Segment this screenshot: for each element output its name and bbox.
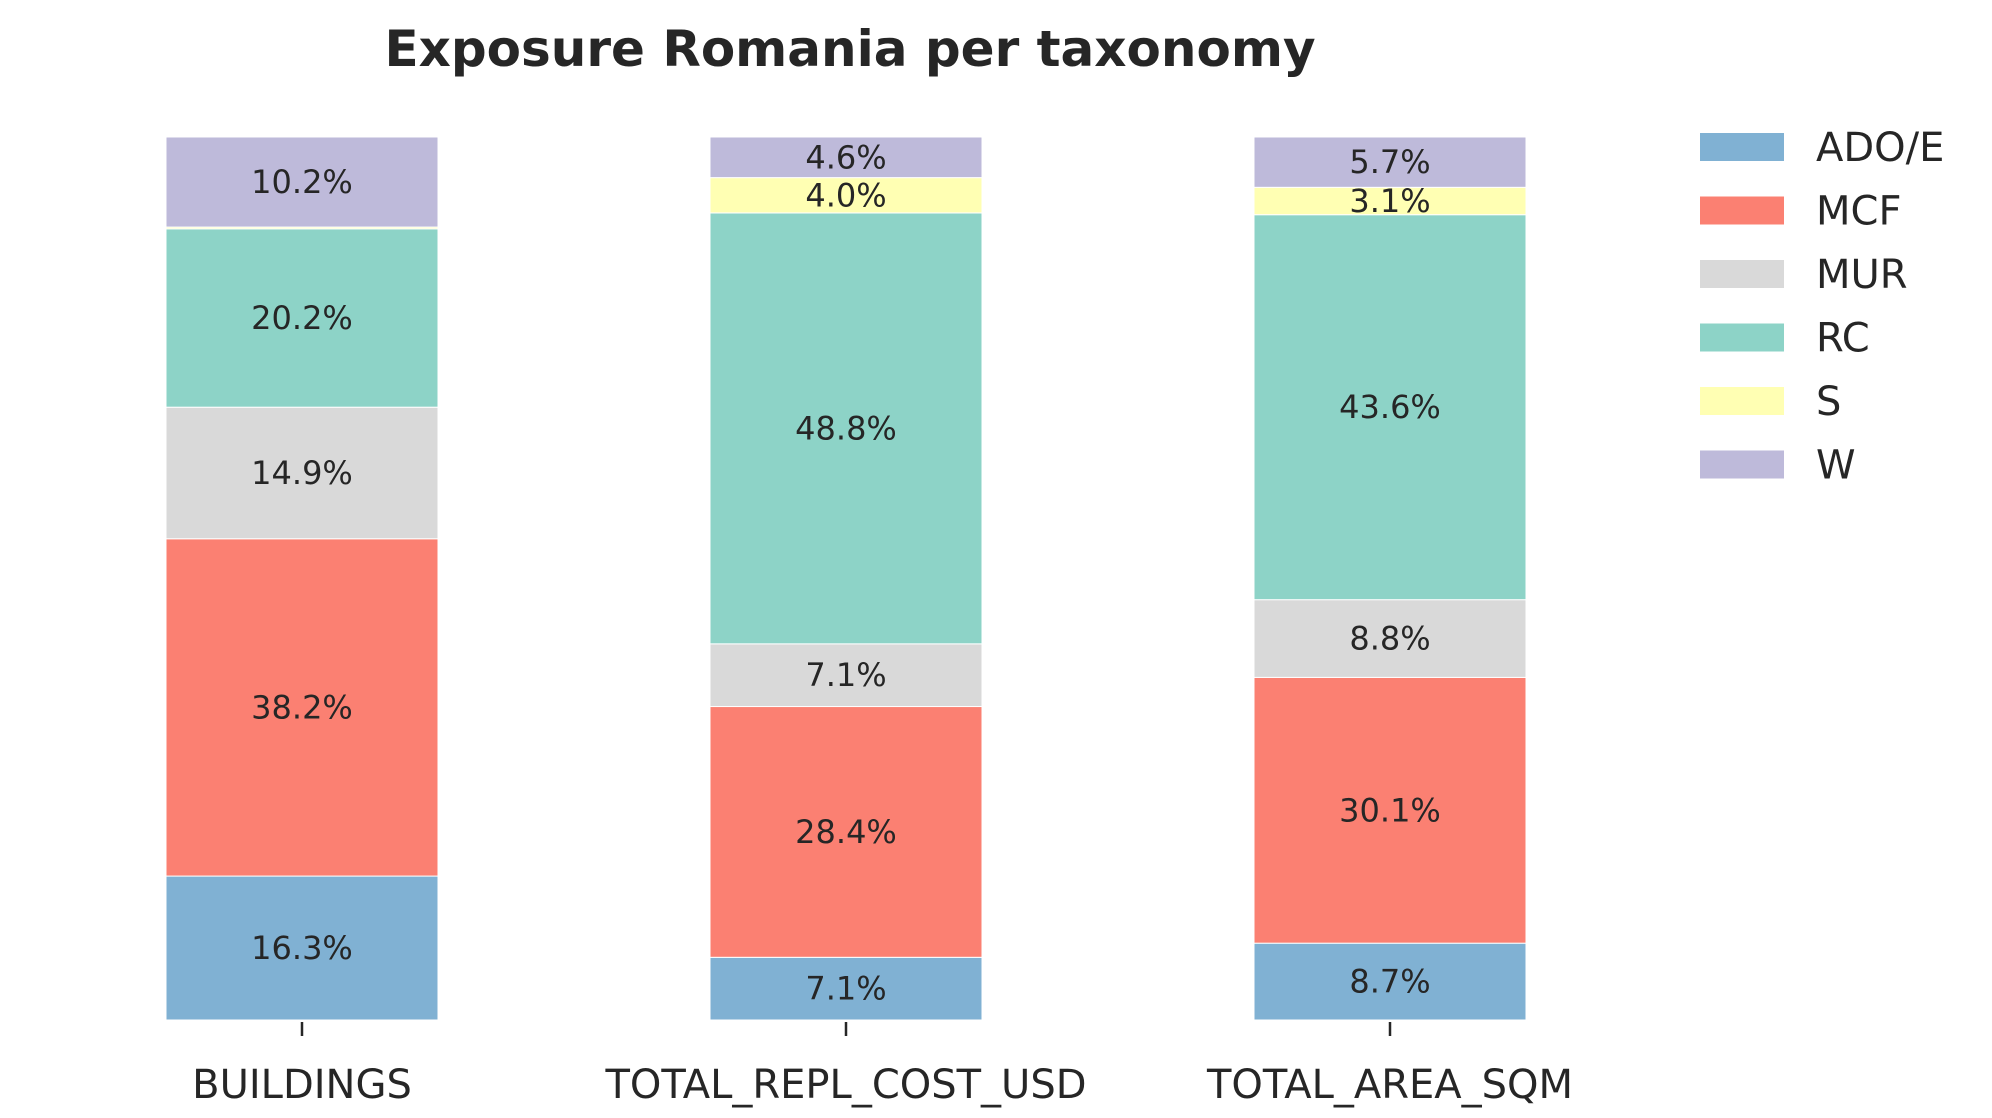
data-label-s-total-area-sqm: 3.1% xyxy=(1349,182,1430,220)
data-label-w-buildings: 10.2% xyxy=(251,163,353,201)
legend-swatch-mur xyxy=(1700,260,1784,288)
legend-label-w: W xyxy=(1816,443,1856,489)
bar-segment-rc-buildings xyxy=(165,228,439,408)
legend-label-s: S xyxy=(1816,379,1841,425)
x-tick-label-total-repl-cost-usd: TOTAL_REPL_COST_USD xyxy=(604,1062,1086,1108)
bar-segment-s-total-repl-cost-usd xyxy=(709,177,983,214)
bar-segment-mcf-buildings xyxy=(165,538,439,877)
data-label-w-total-repl-cost-usd: 4.6% xyxy=(805,138,886,176)
bars-group: 16.3% 38.2% 14.9% 20.2% 10.2% 7.1% 28.4% 7.1% 48… xyxy=(165,136,1527,1021)
bar-segment-s-total-area-sqm xyxy=(1253,186,1527,216)
bar-segment-mur-total-repl-cost-usd xyxy=(709,643,983,708)
data-label-w-total-area-sqm: 5.7% xyxy=(1349,143,1430,181)
bar-segment-mur-total-area-sqm xyxy=(1253,599,1527,678)
data-label-mcf-total-repl-cost-usd: 28.4% xyxy=(795,813,897,851)
legend-swatch-w xyxy=(1700,450,1784,479)
data-label-mur-total-repl-cost-usd: 7.1% xyxy=(805,656,886,694)
legend-swatch-s xyxy=(1700,387,1784,415)
bar-segment-rc-total-area-sqm xyxy=(1253,214,1527,601)
legend: ADO/E MCF MUR RC SW xyxy=(1700,125,1944,489)
bar-segment-ado-e-total-area-sqm xyxy=(1253,942,1527,1021)
data-label-ado-e-total-repl-cost-usd: 7.1% xyxy=(805,970,886,1008)
x-tick-label-buildings: BUILDINGS xyxy=(192,1062,412,1108)
legend-label-rc: RC xyxy=(1816,316,1870,362)
data-label-rc-total-area-sqm: 43.6% xyxy=(1339,388,1441,426)
data-label-s-total-repl-cost-usd: 4.0% xyxy=(805,176,886,214)
data-label-mcf-buildings: 38.2% xyxy=(251,688,353,726)
bar-segment-mcf-total-repl-cost-usd xyxy=(709,706,983,958)
x-tick-label-total-area-sqm: TOTAL_AREA_SQM xyxy=(1206,1062,1573,1108)
legend-swatch-ado-e xyxy=(1700,133,1784,161)
data-label-mcf-total-area-sqm: 30.1% xyxy=(1339,791,1441,829)
legend-label-ado-e: ADO/E xyxy=(1816,125,1944,171)
data-label-rc-buildings: 20.2% xyxy=(251,299,353,337)
bar-segment-w-total-repl-cost-usd xyxy=(709,136,983,179)
x-axis: BUILDINGS TOTAL_REPL_COST_USD TOTAL_AREA_S… xyxy=(192,1022,1573,1108)
bar-segment-mcf-total-area-sqm xyxy=(1253,676,1527,944)
bar-segment-w-total-area-sqm xyxy=(1253,136,1527,188)
legend-swatch-mcf xyxy=(1700,196,1784,225)
bar-segment-ado-e-total-repl-cost-usd xyxy=(709,956,983,1021)
data-label-ado-e-buildings: 16.3% xyxy=(251,929,353,967)
legend-label-mur: MUR xyxy=(1816,252,1908,298)
bar-segment-w-buildings xyxy=(165,136,439,228)
bar-segment-rc-total-repl-cost-usd xyxy=(709,212,983,645)
legend-label-mcf: MCF xyxy=(1816,189,1901,235)
legend-swatch-rc xyxy=(1700,323,1784,352)
chart-title: Exposure Romania per taxonomy xyxy=(384,20,1315,78)
data-label-rc-total-repl-cost-usd: 48.8% xyxy=(795,409,897,447)
data-label-mur-buildings: 14.9% xyxy=(251,454,353,492)
data-label-mur-total-area-sqm: 8.8% xyxy=(1349,620,1430,658)
bar-segment-ado-e-buildings xyxy=(165,875,439,1021)
data-label-ado-e-total-area-sqm: 8.7% xyxy=(1349,963,1430,1001)
